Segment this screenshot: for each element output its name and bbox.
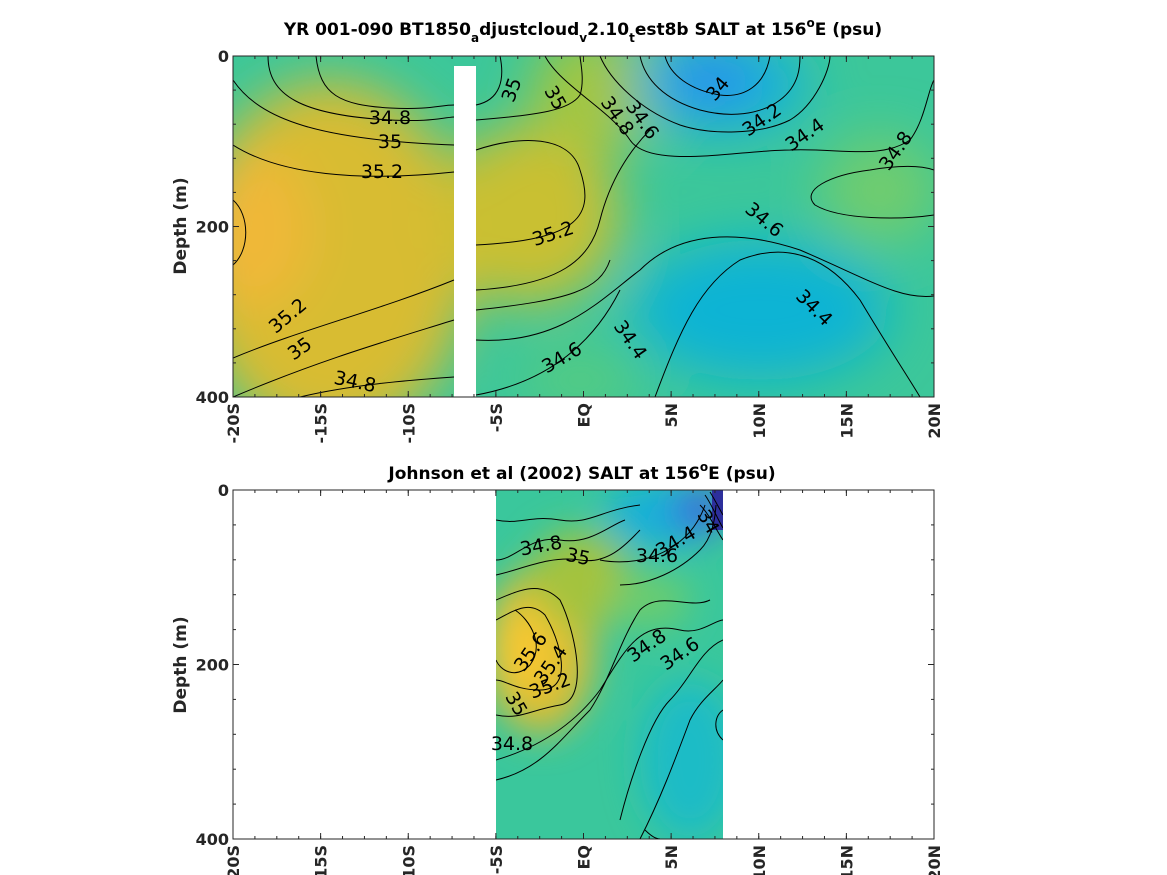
x-tick-label: 20N [925, 845, 944, 875]
x-tick-label: EQ [575, 845, 594, 870]
x-tick-label: -10S [399, 403, 418, 443]
y-tick-label: 400 [196, 830, 229, 849]
x-tick-label: 20S [224, 845, 243, 875]
chart1-title: YR 001-090 BT1850adjustcloudv2.10test8b … [283, 16, 882, 45]
y-tick-label: 0 [218, 481, 229, 500]
x-tick-label: EQ [575, 403, 594, 428]
y-tick-label: 0 [218, 47, 229, 66]
chart2-contour-label: 35 [564, 544, 592, 571]
chart2-y-axis: 0 200 400 [196, 481, 934, 849]
x-tick-label: -5S [487, 403, 506, 432]
chart2-contours [496, 491, 723, 839]
chart2-ylabel: Depth (m) [171, 616, 191, 713]
chart1-contour-label: 35 [378, 131, 402, 153]
chart1-contour-label: 34.8 [369, 107, 411, 129]
chart1-x-axis: -20S -15S -10S -5S EQ 5N 10N 15N 20N [224, 56, 944, 443]
chart1-contour-label: 35.2 [361, 161, 403, 183]
y-tick-label: 200 [196, 656, 229, 675]
chart2-contour-label: 34.8 [491, 733, 533, 755]
x-tick-label: 15N [837, 403, 856, 439]
x-tick-label: 5N [662, 403, 681, 428]
x-tick-label: 10N [750, 403, 769, 439]
y-tick-label: 400 [196, 388, 229, 407]
x-tick-label: 10S [399, 845, 418, 875]
y-tick-label: 200 [196, 218, 229, 237]
chart2-contour-label: 34.6 [636, 545, 678, 567]
x-tick-label: 20N [925, 403, 944, 439]
x-tick-label: 5N [662, 845, 681, 870]
chart2-colorfield [496, 490, 723, 839]
x-tick-label: 15N [837, 845, 856, 875]
x-tick-label: -5S [487, 845, 506, 874]
x-tick-label: -15S [312, 403, 331, 443]
chart1-colorfield [233, 56, 934, 397]
chart2-title: Johnson et al (2002) SALT at 156oE (psu) [387, 460, 775, 484]
chart1-contours [233, 56, 934, 397]
chart2-x-axis: 20S 15S 10S -5S EQ 5N 10N 15N 20N [224, 490, 944, 875]
chart1-ylabel: Depth (m) [171, 177, 191, 274]
x-tick-label: -20S [224, 403, 243, 443]
x-tick-label: 10N [750, 845, 769, 875]
x-tick-label: 15S [312, 845, 331, 875]
